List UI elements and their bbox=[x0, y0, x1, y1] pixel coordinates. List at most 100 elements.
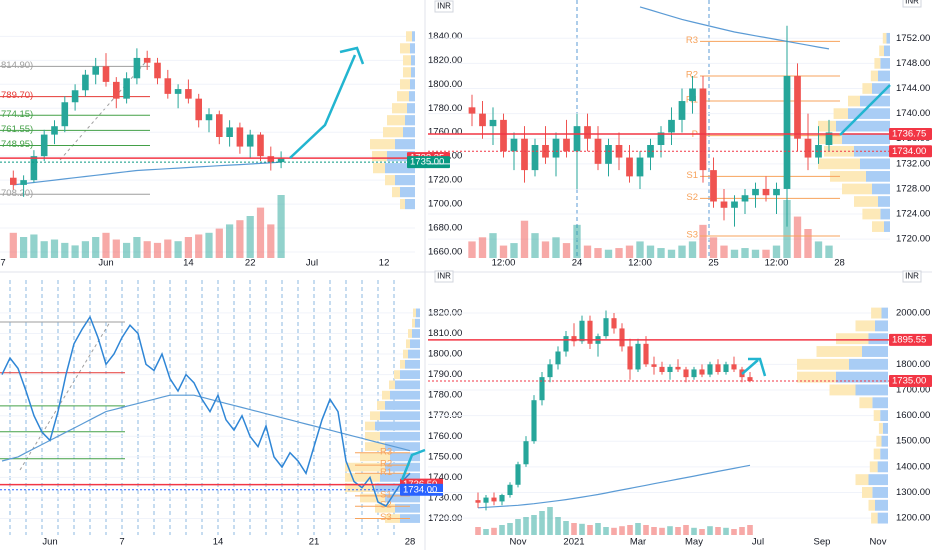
x-tick-label: May bbox=[685, 537, 703, 548]
volume-bar bbox=[50, 239, 59, 258]
profile-buy bbox=[862, 487, 873, 498]
volume-bar bbox=[277, 195, 285, 258]
profile-sell bbox=[410, 339, 420, 349]
profile-sell bbox=[390, 452, 420, 462]
moving-average bbox=[13, 161, 282, 186]
profile-sell bbox=[387, 151, 415, 162]
x-tick-label: Nov bbox=[870, 537, 887, 548]
profile-buy bbox=[855, 320, 875, 332]
profile-buy bbox=[406, 31, 412, 42]
volume-bar bbox=[475, 527, 481, 535]
candle-body bbox=[731, 364, 737, 370]
y-tick-label: 1780.00 bbox=[428, 390, 462, 401]
volume-bar bbox=[19, 237, 28, 258]
profile-sell bbox=[412, 329, 420, 338]
profile-buy bbox=[373, 163, 385, 174]
profile-buy bbox=[397, 91, 409, 102]
volume-bar bbox=[507, 523, 513, 535]
y-tick-label: 1732.00 bbox=[896, 158, 930, 169]
y-tick-label: 1820.00 bbox=[428, 55, 462, 66]
candle-body bbox=[615, 144, 623, 158]
y-tick-label: 1700.00 bbox=[428, 199, 462, 210]
candle-body bbox=[226, 127, 233, 137]
candle-body bbox=[643, 343, 649, 365]
profile-sell bbox=[415, 318, 420, 328]
profile-sell bbox=[405, 359, 420, 369]
x-tick-label: 22 bbox=[245, 258, 256, 269]
currency-badge bbox=[902, 0, 922, 8]
candle-body bbox=[715, 364, 721, 373]
volume-bar bbox=[772, 245, 781, 258]
candle-body bbox=[605, 144, 612, 164]
y-tick-label: 1300.00 bbox=[896, 487, 930, 498]
profile-buy bbox=[797, 358, 849, 370]
profile-buy bbox=[797, 371, 836, 383]
candle-body bbox=[773, 188, 780, 196]
level-label: R3 bbox=[686, 35, 698, 46]
volume-bar bbox=[636, 241, 644, 258]
candle-body bbox=[71, 90, 79, 103]
volume-bar bbox=[707, 526, 713, 535]
volume-bar bbox=[594, 248, 602, 258]
profile-sell bbox=[385, 163, 415, 174]
profile-buy bbox=[370, 139, 395, 150]
x-tick-label: 2021 bbox=[563, 537, 584, 548]
profile-buy bbox=[400, 359, 405, 369]
y-tick-label: 1760.00 bbox=[428, 431, 462, 442]
candle-body bbox=[521, 138, 528, 171]
level-label: R2 bbox=[380, 459, 392, 470]
candle-body bbox=[741, 195, 749, 202]
x-tick-label: 28 bbox=[405, 537, 416, 548]
profile-buy bbox=[868, 499, 875, 511]
candle-body bbox=[667, 366, 673, 373]
profile-sell bbox=[880, 208, 890, 220]
y-tick-label: 1800.00 bbox=[428, 349, 462, 360]
profile-sell bbox=[380, 473, 420, 482]
profile-sell bbox=[875, 320, 888, 332]
volume-bar bbox=[783, 200, 791, 258]
x-tick-label: Jul bbox=[752, 537, 764, 548]
x-tick-label: Jul bbox=[306, 258, 318, 269]
candle-body bbox=[489, 119, 497, 127]
profile-buy bbox=[816, 346, 862, 357]
arrow bbox=[289, 54, 357, 159]
volume-bar bbox=[143, 241, 151, 258]
profile-sell bbox=[868, 333, 888, 345]
candle-body bbox=[164, 78, 172, 94]
profile-buy bbox=[377, 401, 385, 410]
volume-bar bbox=[174, 241, 182, 258]
profile-sell bbox=[407, 103, 415, 114]
y-tick-label: 1800.00 bbox=[428, 79, 462, 90]
profile-buy bbox=[383, 127, 403, 138]
candle-body bbox=[531, 144, 539, 171]
candle-body bbox=[185, 89, 192, 99]
level-label: 748.95) bbox=[1, 139, 33, 150]
volume-bar bbox=[541, 241, 550, 258]
y-tick-label: 2000.00 bbox=[896, 308, 930, 319]
profile-sell bbox=[395, 380, 420, 390]
volume-bar bbox=[646, 245, 655, 258]
currency-badge bbox=[902, 270, 922, 283]
profile-buy bbox=[830, 171, 866, 182]
profile-buy bbox=[873, 448, 881, 460]
candle-body bbox=[626, 157, 633, 177]
x-tick-label: 14 bbox=[183, 258, 194, 269]
profile-buy bbox=[345, 462, 385, 472]
profile-buy bbox=[829, 384, 856, 396]
profile-sell bbox=[877, 461, 888, 473]
profile-sell bbox=[862, 346, 888, 357]
profile-sell bbox=[884, 45, 890, 57]
profile-sell bbox=[836, 120, 890, 132]
profile-sell bbox=[375, 421, 420, 431]
x-tick-label: Jun bbox=[98, 258, 113, 269]
profile-buy bbox=[406, 339, 410, 349]
profile-sell bbox=[880, 58, 890, 69]
volume-bar bbox=[678, 245, 686, 258]
volume-bar bbox=[184, 237, 193, 258]
volume-bar bbox=[81, 241, 90, 258]
volume-bar bbox=[747, 525, 753, 535]
candle-body bbox=[747, 377, 753, 381]
candle-body bbox=[603, 318, 609, 337]
arrow-head bbox=[339, 46, 365, 65]
profile-buy bbox=[869, 461, 878, 473]
